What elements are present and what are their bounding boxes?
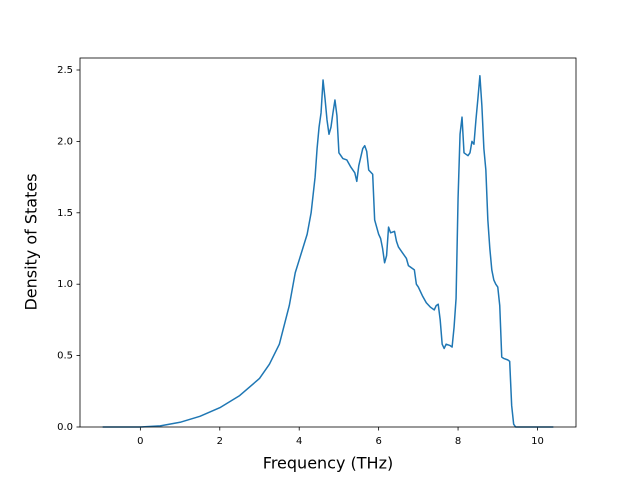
x-tick-label: 6 [375,436,381,447]
x-tick-label: 4 [296,436,302,447]
y-tick-label: 2.0 [57,136,73,147]
y-tick-label: 1.5 [57,208,73,219]
x-tick-label: 10 [531,436,544,447]
series-line [102,74,554,428]
x-tick-label: 2 [217,436,223,447]
y-tick-label: 1.0 [57,279,73,290]
y-tick-label: 0.5 [57,351,73,362]
y-axis-label: Density of States [22,173,41,310]
x-tick-label: 8 [455,436,461,447]
plot-frame [79,57,577,428]
y-tick-label: 2.5 [57,65,73,76]
y-tick-label: 0.0 [57,422,73,433]
x-axis-label: Frequency (THz) [263,454,393,473]
x-tick-label: 0 [137,436,143,447]
